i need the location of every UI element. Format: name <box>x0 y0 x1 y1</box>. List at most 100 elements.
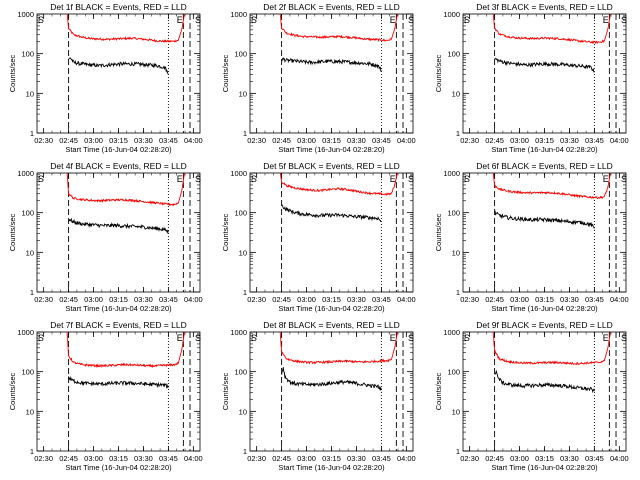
x-tick-label: 03:45 <box>585 295 604 304</box>
x-tick-label: 04:00 <box>397 454 416 463</box>
y-tick-label: 10 <box>239 248 247 257</box>
x-tick-label: 03:00 <box>297 454 316 463</box>
x-axis-label: Start Time (16-Jun-04 02:28:20) <box>278 304 385 313</box>
x-tick-label: 03:30 <box>134 136 153 145</box>
x-tick-label: 03:45 <box>585 136 604 145</box>
chart-title: Det 6f BLACK = Events, RED = LLD <box>476 161 613 171</box>
x-tick-label: 03:45 <box>372 295 391 304</box>
y-tick-label: 10 <box>26 407 34 416</box>
series-line-lld <box>66 14 185 43</box>
y-tick-label: 1000 <box>230 169 247 178</box>
period-marker: S <box>195 15 201 25</box>
y-tick-label: 10 <box>452 248 460 257</box>
series-line-events <box>281 367 382 391</box>
x-tick-label: 03:45 <box>585 454 604 463</box>
y-tick-label: 10 <box>452 89 460 98</box>
x-tick-label: 03:00 <box>84 136 103 145</box>
x-tick-label: 02:30 <box>247 295 266 304</box>
plot-frame <box>462 172 627 293</box>
x-tick-label: 02:45 <box>272 295 291 304</box>
x-tick-label: 02:45 <box>272 454 291 463</box>
plot-frame <box>36 13 201 134</box>
series-line-events <box>68 57 169 75</box>
period-marker: E <box>603 333 609 343</box>
y-tick-label: 1 <box>456 288 460 297</box>
x-tick-label: 03:30 <box>134 295 153 304</box>
plot-frame <box>249 13 414 134</box>
period-marker: S <box>464 333 470 343</box>
period-marker: S <box>621 174 627 184</box>
x-tick-label: 03:15 <box>322 295 341 304</box>
chart-title: Det 1f BLACK = Events, RED = LLD <box>50 2 187 12</box>
series-line-lld <box>66 173 186 207</box>
chart-title: Det 2f BLACK = Events, RED = LLD <box>263 2 400 12</box>
period-marker: S <box>408 15 414 25</box>
series-line-events <box>494 369 595 394</box>
period-marker: S <box>195 333 201 343</box>
period-marker: E <box>603 174 609 184</box>
y-tick-label: 100 <box>234 209 247 218</box>
x-tick-label: 03:30 <box>347 136 366 145</box>
y-tick-label: 1 <box>30 288 34 297</box>
series-line-events <box>281 204 382 223</box>
y-tick-label: 100 <box>21 50 34 59</box>
x-axis-label: Start Time (16-Jun-04 02:28:20) <box>278 145 385 154</box>
series-line-lld <box>492 332 611 366</box>
x-tick-label: 02:30 <box>247 136 266 145</box>
x-tick-label: 02:45 <box>59 136 78 145</box>
x-tick-label: 04:00 <box>397 295 416 304</box>
period-marker: E <box>390 174 396 184</box>
x-tick-label: 02:45 <box>59 454 78 463</box>
y-axis-label: Counts/sec <box>8 213 17 251</box>
y-tick-label: 1000 <box>17 169 34 178</box>
period-marker: S <box>251 15 257 25</box>
y-tick-label: 100 <box>21 209 34 218</box>
y-axis-label: Counts/sec <box>434 213 443 251</box>
series-line-lld <box>279 14 398 43</box>
chart-panel-7: Det 7f BLACK = Events, RED = LLD 1 10 100 10… <box>8 320 203 472</box>
plot-frame <box>249 172 414 293</box>
series-line-events <box>68 217 169 234</box>
series-line-events <box>281 57 382 72</box>
period-marker: S <box>38 15 44 25</box>
chart-panel-4: Det 4f BLACK = Events, RED = LLD 1 10 100 10… <box>8 161 203 313</box>
chart-title: Det 9f BLACK = Events, RED = LLD <box>476 320 613 330</box>
chart-panel-1: Det 1f BLACK = Events, RED = LLD 1 10 100 10… <box>8 2 203 154</box>
period-marker: S <box>408 174 414 184</box>
x-axis-label: Start Time (16-Jun-04 02:28:20) <box>278 463 385 472</box>
series-line-lld <box>492 14 611 45</box>
plot-frame <box>462 13 627 134</box>
series-line-events <box>68 375 169 389</box>
period-marker: E <box>177 15 183 25</box>
x-tick-label: 03:30 <box>347 295 366 304</box>
y-tick-label: 10 <box>452 407 460 416</box>
period-marker: S <box>251 333 257 343</box>
x-tick-label: 03:15 <box>322 136 341 145</box>
series-line-events <box>494 57 595 73</box>
y-tick-label: 1000 <box>443 328 460 337</box>
y-axis-label: Counts/sec <box>221 372 230 410</box>
x-tick-label: 03:15 <box>322 454 341 463</box>
chart-panel-9: Det 9f BLACK = Events, RED = LLD 1 10 100 10… <box>434 320 629 472</box>
series-line-lld <box>492 173 611 200</box>
series-line-lld <box>279 173 398 196</box>
y-tick-label: 10 <box>26 248 34 257</box>
y-tick-label: 10 <box>239 89 247 98</box>
y-tick-label: 1000 <box>443 169 460 178</box>
x-axis-label: Start Time (16-Jun-04 02:28:20) <box>65 145 172 154</box>
chart-title: Det 8f BLACK = Events, RED = LLD <box>263 320 400 330</box>
y-tick-label: 1 <box>30 447 34 456</box>
x-tick-label: 02:45 <box>485 295 504 304</box>
plot-frame <box>462 331 627 452</box>
period-marker: S <box>464 15 470 25</box>
chart-title: Det 4f BLACK = Events, RED = LLD <box>50 161 187 171</box>
x-axis-label: Start Time (16-Jun-04 02:28:20) <box>491 145 598 154</box>
x-tick-label: 03:00 <box>510 454 529 463</box>
x-tick-label: 02:30 <box>460 295 479 304</box>
period-marker: S <box>251 174 257 184</box>
period-marker: S <box>464 174 470 184</box>
x-tick-label: 03:00 <box>510 295 529 304</box>
y-axis-label: Counts/sec <box>221 213 230 251</box>
x-axis-label: Start Time (16-Jun-04 02:28:20) <box>491 463 598 472</box>
